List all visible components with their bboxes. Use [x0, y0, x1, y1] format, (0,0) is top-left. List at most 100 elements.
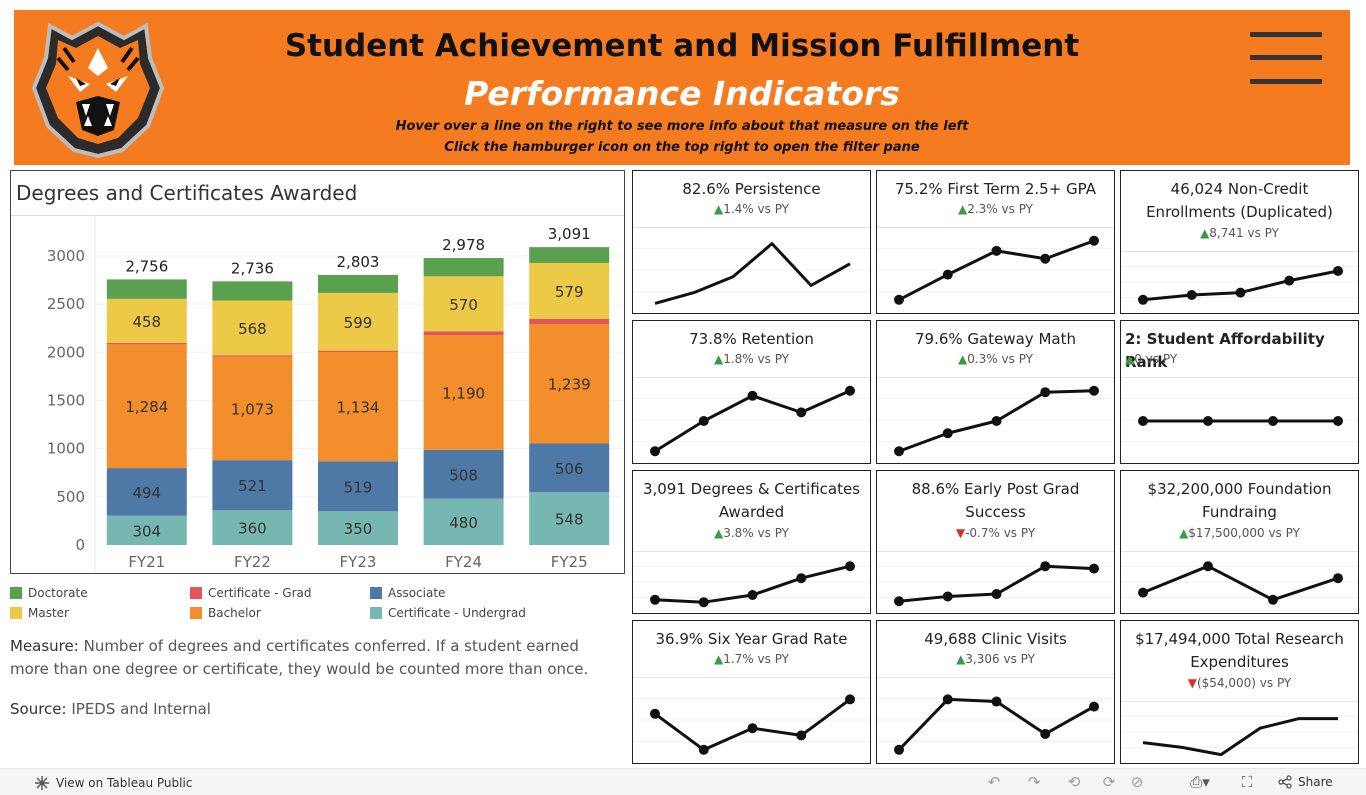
segment-label: 519	[344, 478, 373, 496]
sparkline-point	[796, 730, 807, 741]
segment-label: 1,073	[231, 400, 274, 418]
legend-label: Certificate - Undergrad	[388, 606, 526, 620]
kpi-sparkline	[1121, 251, 1358, 305]
download-icon[interactable]: ⎙▾	[1190, 773, 1210, 791]
legend-item[interactable]: Certificate - Undergrad	[370, 606, 526, 620]
sparkline-point	[698, 416, 709, 426]
kpi-delta-value: 0.3% vs PY	[967, 352, 1033, 366]
segment-label: 521	[238, 477, 267, 495]
view-on-tableau-link[interactable]: View on Tableau Public	[34, 775, 192, 791]
bar-segment	[529, 318, 610, 325]
share-button[interactable]: Share	[1278, 775, 1333, 789]
bar-segment	[529, 324, 610, 444]
segment-label: 570	[449, 296, 478, 314]
hamburger-menu-button[interactable]	[1250, 32, 1322, 86]
sparkline-point	[1333, 266, 1343, 276]
bar-segment	[212, 355, 293, 357]
kpi-sparkline	[877, 227, 1114, 305]
sparkline-point	[1333, 573, 1343, 584]
sparkline-point	[650, 708, 660, 719]
kpi-delta: ▲0 vs PY	[1125, 352, 1354, 366]
sparkline-line	[1142, 564, 1339, 602]
triangle-up-icon: ▲	[956, 652, 966, 666]
filter-instruction: Click the hamburger icon on the top righ…	[444, 140, 920, 155]
triangle-up-icon: ▲	[957, 202, 968, 216]
triangle-down-icon: ▼	[1187, 676, 1197, 690]
kpi-card[interactable]: 46,024 Non-Credit Enrollments (Duplicate…	[1120, 170, 1359, 314]
triangle-up-icon: ▲	[1179, 526, 1189, 540]
tableau-toolbar: View on Tableau Public ↶ ↷ ⟲ ⟳ ⊘ ⎙▾ ⛶ Sh…	[0, 768, 1366, 795]
segment-label: 508	[449, 466, 478, 484]
source-label: Source:	[10, 700, 67, 718]
revert-icon[interactable]: ⟲	[1067, 773, 1081, 791]
bar-segment	[318, 292, 398, 351]
kpi-card[interactable]: 73.8% Retention ▲1.8% vs PY	[632, 320, 871, 464]
bar-segment	[529, 247, 610, 263]
redo-icon[interactable]: ↷	[1027, 773, 1041, 791]
header-banner: Student Achievement and Mission Fulfillm…	[14, 10, 1350, 165]
sparkline-point	[942, 269, 953, 280]
legend-item[interactable]: Certificate - Grad	[190, 586, 312, 600]
kpi-title: 88.6% Early Post Grad Success	[911, 480, 1080, 521]
bar-total-label: 2,803	[337, 253, 380, 271]
sparkline-point	[942, 428, 953, 439]
kpi-card[interactable]: 88.6% Early Post Grad Success ▼-0.7% vs P…	[876, 470, 1115, 614]
chart-legend: Doctorate Master Certificate - Grad Bachelo…	[10, 586, 625, 626]
sparkline-point	[1040, 387, 1051, 398]
sparkline-point	[747, 590, 758, 600]
legend-item[interactable]: Associate	[370, 586, 445, 600]
bar-segment	[318, 350, 398, 352]
sparkline-point	[1333, 416, 1343, 426]
kpi-card[interactable]: 36.9% Six Year Grad Rate ▲1.7% vs PY	[632, 620, 871, 764]
sparkline-point	[747, 390, 758, 401]
kpi-card[interactable]: $32,200,000 Foundation Fundraing ▲$17,500…	[1120, 470, 1359, 614]
pause-icon[interactable]: ⊘	[1130, 773, 1144, 791]
fullscreen-icon[interactable]: ⛶	[1241, 773, 1253, 791]
kpi-card[interactable]: 82.6% Persistence ▲1.4% vs PY	[632, 170, 871, 314]
bar-segment	[318, 511, 398, 545]
bar-segment	[423, 258, 504, 277]
sparkline-line	[897, 697, 1095, 751]
legend-item[interactable]: Bachelor	[190, 606, 261, 620]
kpi-card[interactable]: 75.2% First Term 2.5+ GPA ▲2.3% vs PY	[876, 170, 1115, 314]
segment-label: 599	[344, 314, 373, 332]
kpi-card[interactable]: $17,494,000 Total Research Expenditures ▼…	[1120, 620, 1359, 764]
triangle-up-icon: ▲	[1125, 352, 1135, 366]
undo-icon[interactable]: ↶	[987, 773, 1001, 791]
sparkline-point	[845, 694, 855, 705]
bar-segment	[212, 510, 293, 545]
kpi-sparkline	[1121, 701, 1358, 757]
sparkline-point	[1268, 416, 1278, 426]
bar-segment	[423, 335, 504, 450]
kpi-delta-value: 1.7% vs PY	[723, 652, 789, 666]
triangle-up-icon: ▲	[957, 352, 968, 366]
kpi-card[interactable]: 79.6% Gateway Math ▲0.3% vs PY	[876, 320, 1115, 464]
sparkline-point	[747, 723, 758, 734]
legend-item[interactable]: Master	[10, 606, 69, 620]
kpi-title: $17,494,000 Total Research Expenditures	[1135, 630, 1344, 671]
kpi-title: 2: Student Affordability Rank	[1125, 330, 1325, 371]
kpi-delta: ▲3,306 vs PY	[881, 652, 1110, 666]
bar-segment	[529, 492, 610, 545]
kpi-card[interactable]: 3,091 Degrees & Certificates Awarded ▲3.8…	[632, 470, 871, 614]
bar-segment	[106, 515, 187, 545]
kpi-sparkline	[877, 677, 1114, 755]
segment-label: 458	[132, 313, 161, 331]
y-tick-label: 2500	[47, 295, 85, 313]
kpi-card[interactable]: 49,688 Clinic Visits ▲3,306 vs PY	[876, 620, 1115, 764]
segment-label: 494	[132, 484, 161, 502]
segment-label: 1,284	[125, 398, 168, 416]
share-label: Share	[1298, 775, 1333, 789]
kpi-card[interactable]: 2: Student Affordability Rank ▲0 vs PY	[1120, 320, 1359, 464]
triangle-up-icon: ▲	[1200, 226, 1210, 240]
dashboard-title: Student Achievement and Mission Fulfillm…	[284, 28, 1080, 64]
sparkline-point	[894, 744, 904, 755]
refresh-icon[interactable]: ⟳	[1102, 773, 1116, 791]
legend-item[interactable]: Doctorate	[10, 586, 88, 600]
hamburger-bar-icon	[1250, 79, 1322, 84]
bar-segment	[212, 460, 293, 511]
sparkline-point	[991, 696, 1002, 707]
kpi-delta: ▲1.4% vs PY	[637, 202, 866, 216]
kpi-sparkline	[633, 677, 870, 755]
source-note: Source: IPEDS and Internal	[10, 700, 211, 718]
